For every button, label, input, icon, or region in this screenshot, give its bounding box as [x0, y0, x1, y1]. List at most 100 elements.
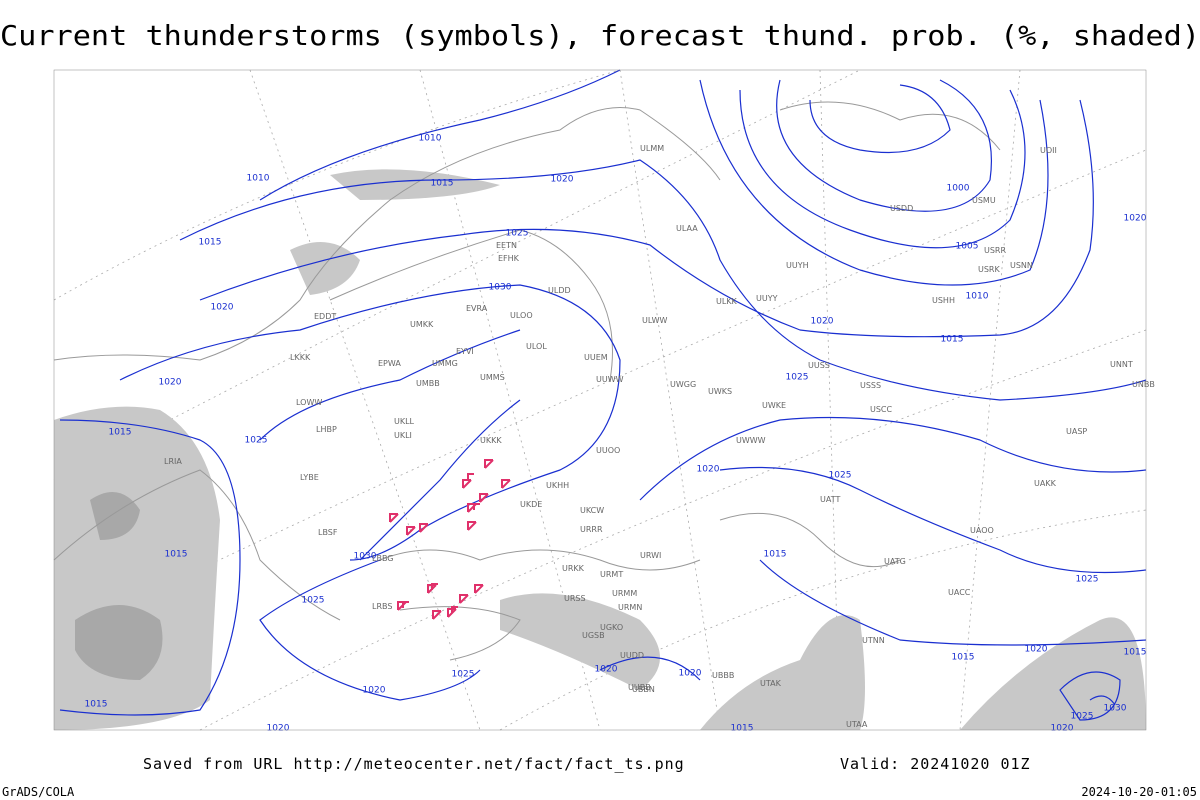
isobar-label: 1025: [245, 436, 268, 446]
station-label: ULMM: [640, 144, 664, 153]
station-label: EDDT: [314, 312, 336, 321]
isobar-label: 1010: [247, 174, 270, 184]
isobar-label: 1015: [941, 335, 964, 345]
isobar-label: 1015: [85, 700, 108, 710]
station-label: UNBB: [1132, 380, 1155, 389]
isobar-label: 1020: [1025, 645, 1048, 655]
station-label: ULOL: [526, 342, 547, 351]
isobar-label: 1025: [829, 471, 852, 481]
station-label: UUDD: [620, 651, 644, 660]
station-label: UWWW: [736, 436, 766, 445]
isobar-label: 1025: [302, 596, 325, 606]
station-label: UGKO: [600, 623, 623, 632]
station-label: EPWA: [378, 359, 401, 368]
station-label: UUOO: [596, 446, 620, 455]
station-label: LYBE: [300, 473, 319, 482]
station-label: USHH: [932, 296, 955, 305]
station-label: UAOO: [970, 526, 994, 535]
station-label: UMBB: [416, 379, 440, 388]
station-label: UUWW: [596, 375, 624, 384]
station-label: UOII: [1040, 146, 1057, 155]
station-label: UMMG: [432, 359, 458, 368]
isobar-label: 1030: [354, 552, 377, 562]
station-label: ULDD: [548, 286, 571, 295]
station-label: UKLI: [394, 431, 412, 440]
station-label: LOWW: [296, 398, 322, 407]
isobar-label: 1020: [811, 317, 834, 327]
station-label: EFHK: [498, 254, 520, 263]
station-label: UUBB: [628, 683, 651, 692]
station-label: LRBS: [372, 602, 392, 611]
station-label: UUYH: [786, 261, 809, 270]
station-label: UMKK: [410, 320, 434, 329]
coastlines: [53, 101, 1001, 661]
station-label: EVRA: [466, 304, 488, 313]
isobar-label: 1025: [506, 229, 529, 239]
map-border: [53, 69, 1147, 731]
isobar-labels: 1010 1010 1015 1020 1015 1025 1030 1020 1020 1015…: [85, 134, 1147, 734]
station-label: ULKK: [716, 297, 738, 306]
title: Current thunderstorms (symbols), forecas…: [0, 19, 1200, 52]
station-label: UTNN: [862, 636, 885, 645]
station-label: LBBG: [372, 554, 394, 563]
station-label: EETN: [496, 241, 517, 250]
station-label: URSS: [564, 594, 586, 603]
isobar-label: 1025: [1071, 712, 1094, 722]
station-label: UMMS: [480, 373, 505, 382]
station-label: UBBB: [712, 671, 734, 680]
station-label: UUYY: [756, 294, 778, 303]
station-label: UWGG: [670, 380, 696, 389]
isobar-label: 1020: [159, 378, 182, 388]
station-label: USCC: [870, 405, 893, 414]
station-label: USRR: [984, 246, 1006, 255]
isobar-label: 1015: [764, 550, 787, 560]
isobar-label: 1025: [1076, 575, 1099, 585]
isobar-label: 1030: [489, 283, 512, 293]
valid-time: Valid: 20241020 01Z: [840, 755, 1031, 773]
isobar-label: 1015: [199, 238, 222, 248]
station-label: UUEM: [584, 353, 608, 362]
station-label: UKLL: [394, 417, 415, 426]
station-label: USDD: [890, 204, 913, 213]
station-label: UTAK: [760, 679, 782, 688]
isobar-label: 1015: [952, 653, 975, 663]
isobar-label: 1005: [956, 242, 979, 252]
timestamp: 2024-10-20-01:05: [1081, 785, 1197, 799]
station-label: URRR: [580, 525, 603, 534]
isobar-label: 1020: [551, 175, 574, 185]
credit: GrADS/COLA: [2, 785, 75, 799]
isobar-label: 1025: [452, 670, 475, 680]
station-label: LKKK: [290, 353, 311, 362]
station-label: USSS: [860, 381, 881, 390]
station-label: UGSB: [582, 631, 605, 640]
station-label: UKKK: [480, 436, 502, 445]
isobar-label: 1030: [1104, 704, 1127, 714]
station-label: UKHH: [546, 481, 569, 490]
station-label: UAKK: [1034, 479, 1057, 488]
isobar-label: 1015: [165, 550, 188, 560]
station-label: ULAA: [676, 224, 698, 233]
map: 1010 1010 1015 1020 1015 1025 1030 1020 1020 1015…: [53, 69, 1155, 734]
isobar-label: 1010: [419, 134, 442, 144]
station-label: ULOO: [510, 311, 533, 320]
station-label: LRIA: [164, 457, 182, 466]
station-label: EYVI: [456, 347, 474, 356]
station-label: ULWW: [642, 316, 667, 325]
isobar-label: 1020: [697, 465, 720, 475]
station-label: UWKE: [762, 401, 786, 410]
station-label: UKCW: [580, 506, 604, 515]
isobar-label: 1000: [947, 184, 970, 194]
station-label: UNNT: [1110, 360, 1133, 369]
isobar-label: 1010: [966, 292, 989, 302]
station-label: URKK: [562, 564, 585, 573]
station-label: UASP: [1066, 427, 1087, 436]
station-labels: ULMM ULAA ULDD UUYY ULKK ULWW UUYH UUEM UUWW UWGG…: [164, 144, 1155, 729]
isobar-label: 1015: [1124, 648, 1147, 658]
probability-shading: [54, 169, 1146, 730]
station-label: UWKS: [708, 387, 732, 396]
isobar-label: 1015: [109, 428, 132, 438]
isobar-label: 1020: [267, 724, 290, 734]
isobar-label: 1020: [595, 665, 618, 675]
isobar-label: 1020: [211, 303, 234, 313]
